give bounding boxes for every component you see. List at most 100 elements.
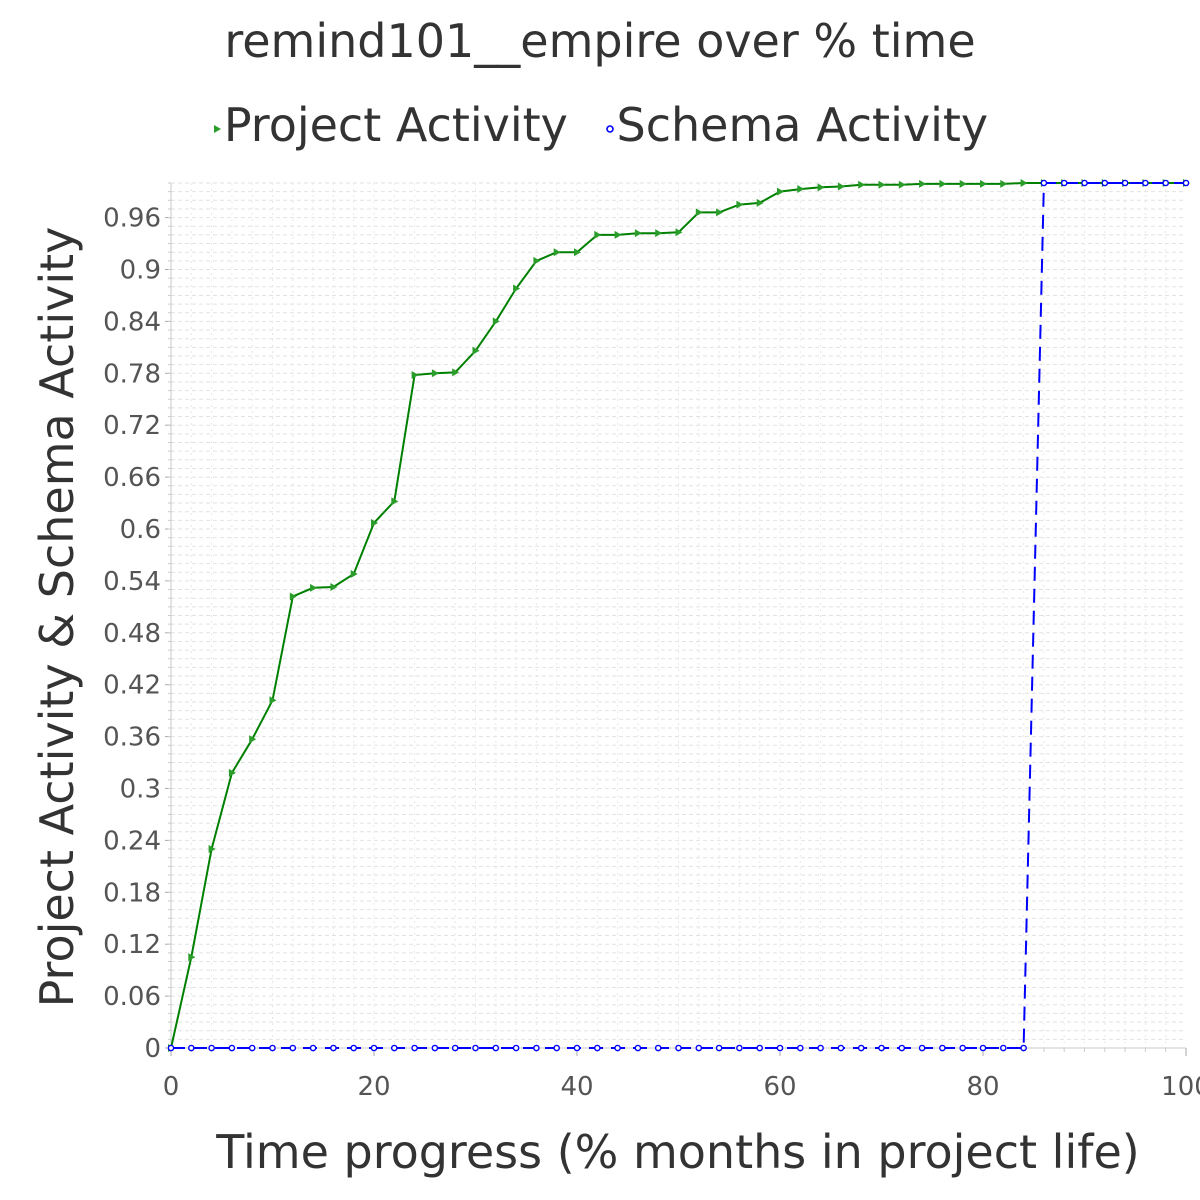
data-point-project-activity (736, 200, 744, 209)
data-point-project-activity (695, 208, 703, 217)
y-tick-label: 0 (144, 1034, 161, 1064)
data-point-project-activity (492, 317, 500, 326)
data-point-schema-activity (756, 1044, 764, 1052)
x-tick-label: 80 (966, 1072, 999, 1102)
data-point-schema-activity (330, 1044, 337, 1052)
data-point-schema-activity (939, 1044, 946, 1052)
x-tick-label: 100 (1161, 1072, 1200, 1102)
data-point-project-activity (614, 230, 622, 239)
data-point-project-activity (817, 183, 825, 192)
data-point-project-activity (188, 953, 196, 962)
data-point-schema-activity (654, 1044, 662, 1052)
data-point-project-activity (371, 518, 378, 527)
x-tick-label: 40 (560, 1072, 593, 1102)
y-tick-label: 0.84 (103, 307, 161, 337)
y-tick-label: 0.96 (103, 204, 161, 234)
data-point-schema-activity (736, 1044, 743, 1052)
data-point-schema-activity (533, 1044, 540, 1052)
data-point-project-activity (594, 230, 602, 239)
y-tick-label: 0.48 (103, 619, 161, 649)
data-point-project-activity (858, 180, 866, 189)
data-point-project-activity (208, 845, 216, 854)
legend-item-project-activity: Project Activity (212, 98, 568, 152)
grid (171, 182, 1186, 1048)
data-point-schema-activity (695, 1044, 703, 1052)
tick-labels: 0 0.06 0.12 0.18 0.24 0.3 0.36 0.42 0.48 0.54 0.6 0… (103, 204, 1200, 1102)
data-point-schema-activity (837, 1044, 845, 1052)
data-point-schema-activity (370, 1044, 378, 1052)
data-point-schema-activity (614, 1044, 621, 1052)
data-point-schema-activity (675, 1044, 682, 1052)
data-point-project-activity (330, 582, 338, 591)
data-point-project-activity (716, 208, 724, 217)
data-point-project-activity (878, 180, 886, 189)
data-point-project-activity (350, 569, 358, 578)
data-point-schema-activity (248, 1044, 256, 1052)
data-point-project-activity (777, 187, 784, 196)
data-point-schema-activity (573, 1044, 581, 1052)
legend: Project Activity Schema Activity (0, 98, 1200, 152)
data-point-project-activity (289, 592, 297, 601)
data-point-schema-activity (411, 1044, 418, 1052)
y-tick-label: 0.72 (103, 411, 161, 441)
data-point-schema-activity (797, 1044, 804, 1052)
data-point-project-activity (431, 369, 439, 378)
data-point-schema-activity (167, 1044, 175, 1052)
data-point-project-activity (472, 346, 480, 355)
data-point-schema-activity (208, 1044, 215, 1052)
data-point-project-activity (553, 248, 561, 257)
data-point-project-activity (898, 180, 906, 189)
data-point-project-activity (1020, 179, 1028, 187)
data-point-schema-activity (918, 1044, 926, 1052)
data-point-project-activity (756, 198, 764, 207)
y-tick-label: 0.12 (103, 930, 161, 960)
data-point-project-activity (513, 284, 521, 293)
data-point-schema-activity (878, 1044, 885, 1052)
data-point-project-activity (249, 735, 257, 744)
x-tick-label: 60 (763, 1072, 796, 1102)
data-point-project-activity (939, 179, 947, 188)
data-point-project-activity (269, 696, 277, 705)
data-point-project-activity (411, 371, 419, 380)
y-tick-label: 0.54 (103, 567, 161, 597)
data-point-schema-activity (979, 1044, 987, 1052)
data-point-schema-activity (715, 1044, 723, 1052)
data-point-project-activity (452, 368, 460, 377)
data-point-schema-activity (451, 1044, 459, 1052)
data-point-schema-activity (634, 1044, 642, 1052)
data-point-schema-activity (472, 1044, 479, 1052)
data-point-schema-activity (553, 1044, 561, 1052)
legend-marker-schema-activity (605, 124, 614, 133)
data-point-project-activity (634, 229, 642, 238)
y-tick-label: 0.6 (120, 515, 161, 545)
x-tick-label: 0 (163, 1072, 180, 1102)
data-point-schema-activity (1142, 179, 1149, 187)
data-point-schema-activity (1182, 179, 1190, 187)
y-axis-title: Project Activity & Schema Activity (30, 227, 84, 1008)
data-point-schema-activity (857, 1044, 865, 1052)
data-point-schema-activity (594, 1044, 601, 1052)
data-point-schema-activity (390, 1044, 398, 1052)
legend-marker-project-activity (213, 124, 221, 133)
data-point-project-activity (310, 583, 318, 592)
data-point-schema-activity (228, 1044, 236, 1052)
y-tick-label: 0.06 (103, 982, 161, 1012)
data-point-project-activity (797, 185, 805, 194)
data-point-schema-activity (898, 1044, 906, 1052)
legend-item-schema-activity: Schema Activity (603, 98, 988, 152)
series-layer (167, 179, 1190, 1052)
data-point-project-activity (675, 228, 683, 237)
y-tick-label: 0.42 (103, 671, 161, 701)
data-point-schema-activity (1162, 179, 1169, 187)
data-point-project-activity (919, 179, 927, 188)
data-point-schema-activity (1121, 179, 1129, 187)
data-point-project-activity (959, 179, 967, 188)
data-point-project-activity (574, 248, 581, 257)
data-point-schema-activity (1101, 179, 1109, 187)
data-point-schema-activity (350, 1044, 358, 1052)
legend-label-project-activity: Project Activity (223, 98, 568, 152)
data-point-schema-activity (776, 1044, 784, 1052)
data-point-schema-activity (512, 1044, 520, 1052)
data-point-schema-activity (959, 1044, 967, 1052)
